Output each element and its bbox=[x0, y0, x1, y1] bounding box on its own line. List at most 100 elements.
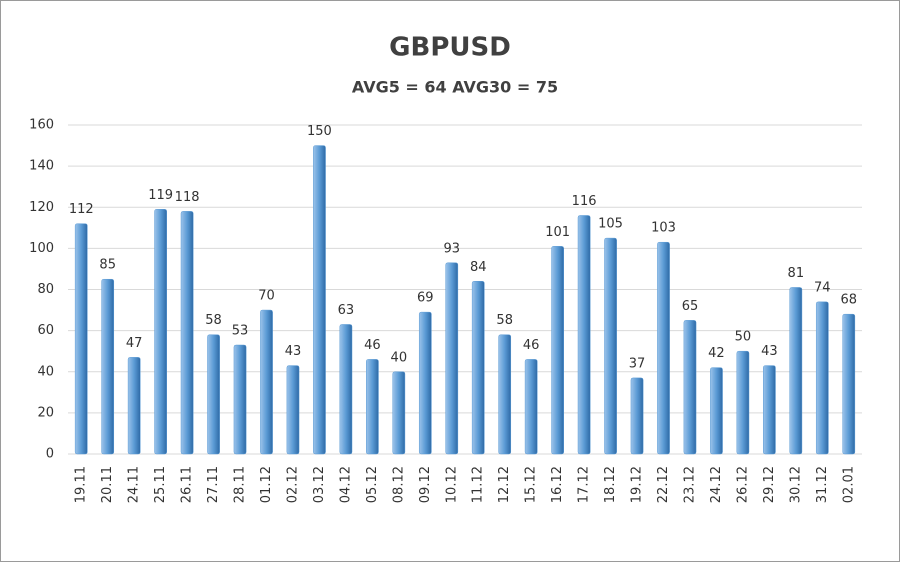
bar bbox=[339, 324, 353, 455]
y-tick-label: 80 bbox=[37, 282, 54, 297]
data-label: 63 bbox=[338, 303, 355, 318]
data-label: 103 bbox=[651, 221, 676, 236]
bar bbox=[763, 365, 776, 455]
bar bbox=[789, 287, 803, 455]
bar bbox=[577, 215, 591, 455]
data-label: 116 bbox=[572, 194, 597, 209]
data-label: 37 bbox=[629, 356, 646, 371]
data-label: 53 bbox=[232, 324, 249, 339]
data-label: 112 bbox=[69, 202, 94, 217]
x-tick-label: 29.12 bbox=[762, 466, 777, 503]
y-tick-label: 160 bbox=[29, 118, 54, 133]
bar bbox=[551, 246, 564, 455]
bar bbox=[604, 237, 617, 455]
x-tick-label: 15.12 bbox=[524, 466, 539, 503]
bar bbox=[524, 359, 538, 455]
chart-title: GBPUSD bbox=[389, 33, 511, 63]
bar bbox=[74, 223, 88, 455]
x-tick-label: 23.12 bbox=[682, 466, 697, 503]
data-label: 58 bbox=[205, 313, 222, 328]
y-tick-label: 140 bbox=[29, 159, 54, 174]
data-label: 69 bbox=[417, 291, 434, 306]
bar bbox=[286, 365, 300, 455]
data-label: 105 bbox=[598, 217, 623, 232]
bar bbox=[127, 357, 141, 455]
x-tick-label: 22.12 bbox=[656, 466, 671, 503]
data-label: 85 bbox=[99, 258, 116, 273]
y-tick-label: 20 bbox=[37, 405, 54, 420]
x-tick-label: 08.12 bbox=[391, 466, 406, 503]
bar bbox=[101, 278, 115, 455]
bar bbox=[710, 367, 723, 455]
data-label: 58 bbox=[496, 313, 513, 328]
data-label: 84 bbox=[470, 260, 487, 275]
y-tick-label: 100 bbox=[29, 241, 54, 256]
x-tick-label: 11.12 bbox=[471, 466, 486, 503]
bar bbox=[683, 320, 697, 455]
data-label: 46 bbox=[523, 338, 540, 353]
x-tick-label: 20.11 bbox=[100, 466, 115, 503]
data-label: 65 bbox=[682, 299, 699, 314]
x-tick-label: 12.12 bbox=[497, 466, 512, 503]
x-tick-label: 18.12 bbox=[603, 466, 618, 503]
x-tick-label: 24.12 bbox=[709, 466, 724, 503]
data-label: 42 bbox=[708, 346, 725, 361]
x-tick-label: 03.12 bbox=[312, 466, 327, 503]
bar bbox=[392, 371, 406, 455]
bar bbox=[313, 145, 326, 455]
bar bbox=[366, 359, 379, 455]
bar bbox=[736, 350, 750, 455]
data-label: 93 bbox=[443, 241, 460, 256]
data-label: 46 bbox=[364, 338, 381, 353]
x-tick-label: 10.12 bbox=[444, 466, 459, 503]
data-label: 70 bbox=[258, 289, 275, 304]
bar bbox=[233, 344, 247, 455]
bar bbox=[180, 211, 194, 455]
data-label: 47 bbox=[126, 336, 143, 351]
data-label: 81 bbox=[788, 266, 805, 281]
x-tick-label: 26.12 bbox=[735, 466, 750, 503]
bar bbox=[815, 301, 829, 455]
x-tick-label: 27.11 bbox=[206, 466, 221, 503]
bar bbox=[154, 209, 167, 455]
bar bbox=[471, 281, 485, 455]
x-tick-label: 19.11 bbox=[74, 466, 89, 503]
data-label: 150 bbox=[307, 124, 332, 139]
x-tick-label: 28.11 bbox=[233, 466, 248, 503]
y-tick-label: 60 bbox=[37, 323, 54, 338]
bar bbox=[657, 241, 670, 455]
bar bbox=[445, 262, 459, 455]
data-label: 40 bbox=[391, 350, 408, 365]
x-tick-label: 02.01 bbox=[841, 466, 856, 503]
chart-subtitle: AVG5 = 64 AVG30 = 75 bbox=[352, 78, 558, 97]
x-tick-label: 01.12 bbox=[259, 466, 274, 503]
bar bbox=[842, 313, 856, 455]
bar bbox=[418, 311, 432, 455]
data-label: 119 bbox=[148, 188, 173, 203]
x-tick-label: 30.12 bbox=[788, 466, 803, 503]
bar bbox=[498, 334, 512, 455]
data-label: 50 bbox=[735, 330, 752, 345]
data-label: 43 bbox=[285, 344, 302, 359]
x-tick-label: 24.11 bbox=[127, 466, 142, 503]
data-label: 68 bbox=[840, 293, 857, 308]
x-tick-label: 19.12 bbox=[630, 466, 645, 503]
x-tick-label: 05.12 bbox=[365, 466, 380, 503]
x-tick-label: 26.11 bbox=[180, 466, 195, 503]
bar bbox=[207, 334, 220, 455]
x-tick-label: 04.12 bbox=[338, 466, 353, 503]
bar bbox=[630, 377, 644, 455]
bar bbox=[260, 309, 273, 455]
x-tick-label: 16.12 bbox=[550, 466, 565, 503]
data-label: 118 bbox=[175, 190, 200, 205]
data-label: 74 bbox=[814, 280, 831, 295]
x-tick-label: 09.12 bbox=[418, 466, 433, 503]
y-tick-label: 120 bbox=[29, 200, 54, 215]
data-label: 101 bbox=[545, 225, 570, 240]
x-tick-label: 02.12 bbox=[285, 466, 300, 503]
y-tick-label: 0 bbox=[46, 447, 54, 462]
x-tick-label: 31.12 bbox=[815, 466, 830, 503]
data-label: 43 bbox=[761, 344, 778, 359]
y-tick-label: 40 bbox=[37, 364, 54, 379]
